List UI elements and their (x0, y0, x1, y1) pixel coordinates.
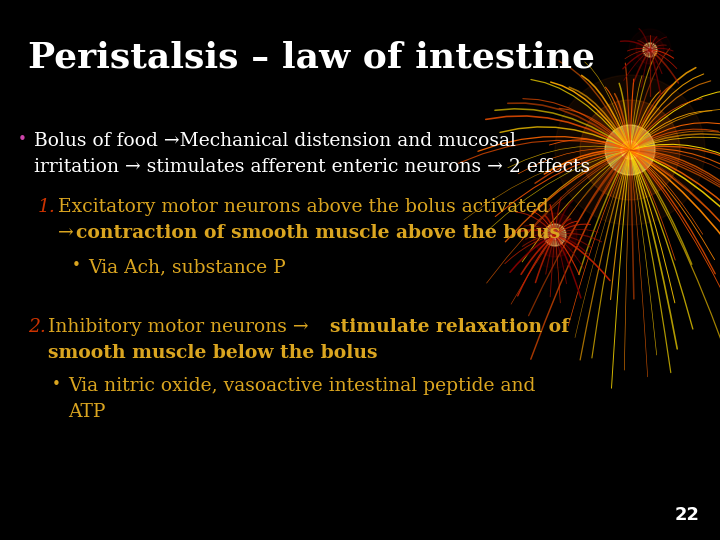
Text: irritation → stimulates afferent enteric neurons → 2 effects: irritation → stimulates afferent enteric… (34, 158, 590, 176)
Text: ATP: ATP (68, 403, 105, 421)
Text: Peristalsis – law of intestine: Peristalsis – law of intestine (28, 40, 595, 74)
Circle shape (555, 75, 705, 225)
Circle shape (522, 202, 588, 268)
Circle shape (533, 213, 577, 257)
Text: 2.: 2. (28, 318, 46, 336)
Text: •: • (72, 258, 81, 273)
Text: Inhibitory motor neurons →: Inhibitory motor neurons → (48, 318, 315, 336)
Circle shape (636, 36, 664, 64)
Text: Via nitric oxide, vasoactive intestinal peptide and: Via nitric oxide, vasoactive intestinal … (68, 377, 536, 395)
Text: Via Ach, substance P: Via Ach, substance P (88, 258, 286, 276)
Text: stimulate relaxation of: stimulate relaxation of (330, 318, 570, 336)
Circle shape (621, 141, 639, 159)
Text: Bolus of food →Mechanical distension and mucosal: Bolus of food →Mechanical distension and… (34, 132, 516, 150)
Text: →: → (58, 224, 80, 242)
Text: smooth muscle below the bolus: smooth muscle below the bolus (48, 344, 377, 362)
Text: •: • (18, 132, 27, 147)
Circle shape (647, 48, 652, 52)
Circle shape (580, 100, 680, 200)
Circle shape (643, 43, 657, 57)
Text: 22: 22 (675, 506, 700, 524)
Circle shape (605, 125, 655, 175)
Text: 1.: 1. (38, 198, 56, 216)
Text: •: • (52, 377, 61, 392)
Text: contraction of smooth muscle above the bolus: contraction of smooth muscle above the b… (76, 224, 560, 242)
Circle shape (551, 231, 559, 239)
Text: Excitatory motor neurons above the bolus activated: Excitatory motor neurons above the bolus… (58, 198, 549, 216)
Circle shape (544, 224, 566, 246)
Circle shape (629, 29, 671, 71)
